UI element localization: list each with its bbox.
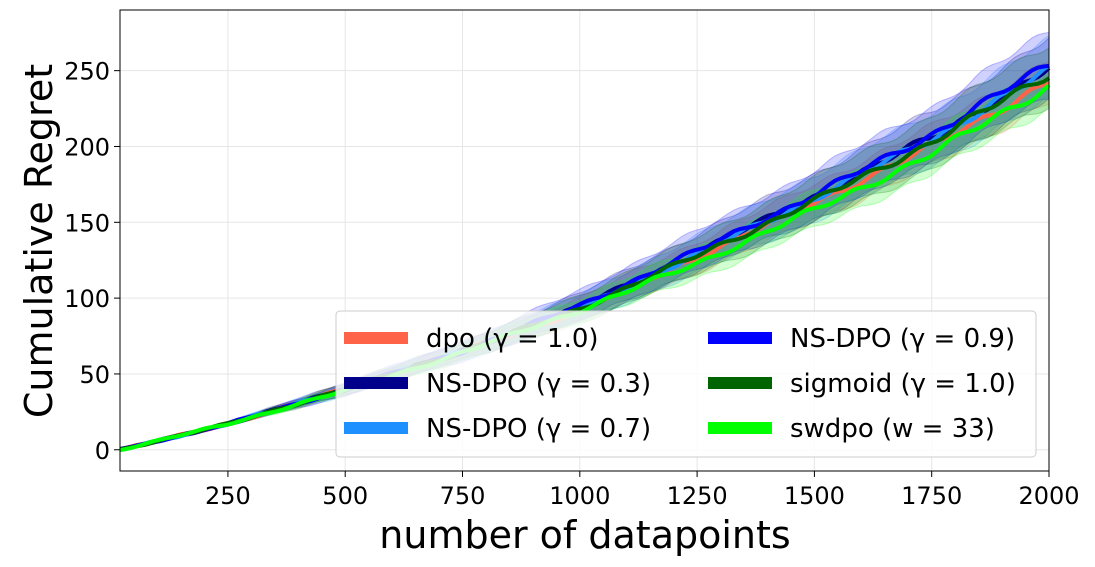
legend-box [335,310,1037,458]
plot-area-frame [119,9,1050,472]
y-tick-label-1: 50 [79,361,110,389]
y-axis-ticks: 0 50 100 150 200 250 [64,58,120,465]
y-tick-label-5: 250 [64,58,110,86]
y-tick-label-0: 0 [95,437,110,465]
y-tick-label-2: 100 [64,285,110,313]
x-tick-label-4: 1250 [667,482,728,510]
y-tick-label-4: 200 [64,133,110,161]
y-tick-label-3: 150 [64,209,110,237]
legend-label-3: NS-DPO (γ = 0.9) [790,324,1015,354]
x-tick-label-6: 1750 [901,482,962,510]
x-tick-label-2: 750 [440,482,486,510]
legend: dpo (γ = 1.0) NS-DPO (γ = 0.3) NS-DPO (γ =… [335,310,1037,458]
y-axis-title: Cumulative Regret [17,64,61,418]
x-tick-label-1: 500 [322,482,368,510]
legend-label-0: dpo (γ = 1.0) [426,324,599,354]
legend-label-2: NS-DPO (γ = 0.7) [426,414,651,444]
x-tick-label-5: 1500 [784,482,845,510]
x-tick-label-0: 250 [205,482,251,510]
legend-label-1: NS-DPO (γ = 0.3) [426,369,651,399]
legend-label-5: swdpo (w = 33) [790,414,995,444]
series-lines [119,63,1051,453]
x-tick-label-7: 2000 [1018,482,1079,510]
x-axis-ticks: 250 500 750 1000 1250 1500 1750 2000 [205,471,1080,510]
legend-label-4: sigmoid (γ = 1.0) [790,369,1016,399]
x-tick-label-3: 1000 [549,482,610,510]
x-axis-title: number of datapoints [379,513,790,557]
